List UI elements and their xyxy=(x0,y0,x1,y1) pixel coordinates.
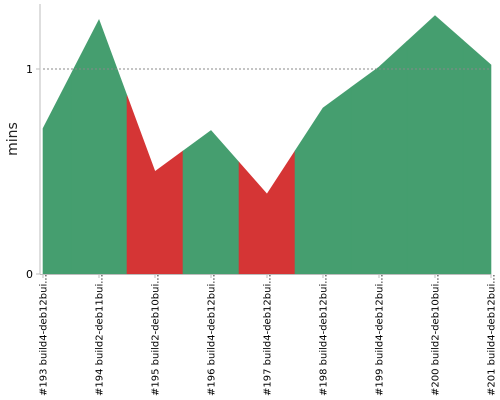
x-tick-label-8: #200 build2-deb10bui... xyxy=(431,274,442,396)
x-tick-labels: #193 build4-deb12bui... #194 build2-deb11… xyxy=(39,274,498,396)
x-tick-label-5: #197 build4-deb12bui... xyxy=(263,274,274,396)
area-segment-2 xyxy=(70,19,128,275)
x-tick-label-7: #199 build4-deb12bui... xyxy=(375,274,386,396)
area-segment-7 xyxy=(350,40,408,275)
x-tick-label-2: #194 build2-deb11bui... xyxy=(95,274,106,396)
x-tick-label-3: #195 build2-deb10bui... xyxy=(151,274,162,396)
area-segment-1 xyxy=(42,73,72,275)
area-segment-3 xyxy=(126,95,184,275)
y-tick-label-0: 0 xyxy=(26,268,33,281)
y-tick-labels: 01 xyxy=(26,63,40,281)
x-tick-label-1: #193 build4-deb12bui... xyxy=(39,274,50,396)
area-segments xyxy=(42,15,492,275)
x-tick-label-6: #198 build4-deb12bui... xyxy=(319,274,330,396)
x-tick-label-4: #196 build4-deb12bui... xyxy=(207,274,218,396)
y-tick-label-1: 1 xyxy=(26,63,33,76)
y-axis-title: mins xyxy=(5,122,21,156)
x-tick-label-9: #201 build4-deb12bui... xyxy=(487,274,498,396)
area-segment-4 xyxy=(182,130,240,275)
area-segment-8 xyxy=(406,15,464,275)
area-segment-5 xyxy=(238,149,296,275)
area-segment-9 xyxy=(462,39,492,275)
area-segment-6 xyxy=(294,86,352,275)
